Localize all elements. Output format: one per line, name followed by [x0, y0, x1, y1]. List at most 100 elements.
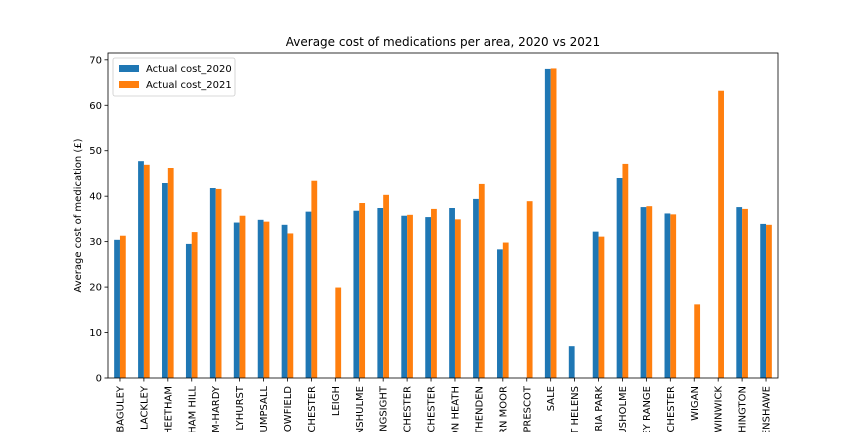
- bar-2021-1: [143, 164, 150, 378]
- x-tick-label-6: UMPSALL: [259, 386, 270, 432]
- x-tick-label-0: BAGULEY: [115, 385, 126, 432]
- bar-2021-23: [670, 214, 677, 378]
- bar-2021-21: [622, 163, 629, 378]
- legend-box: [112, 57, 236, 97]
- bar-2021-8: [311, 180, 318, 378]
- bar-2020-26: [736, 207, 743, 378]
- x-tick-label-24: WIGAN: [690, 386, 701, 421]
- y-tick-label-60: 60: [89, 101, 102, 112]
- x-tick-label-10: NSHULME: [355, 386, 366, 432]
- bar-2020-4: [209, 188, 216, 378]
- bar-2020-2: [162, 183, 168, 378]
- plot-frame: [107, 52, 779, 379]
- x-tick-label-12: CHESTER: [403, 386, 414, 432]
- bar-2021-11: [383, 194, 389, 378]
- bar-2020-0: [114, 239, 120, 378]
- x-tick-label-15: THENDEN: [474, 386, 485, 432]
- bar-2021-3: [191, 232, 198, 378]
- x-tick-label-4: M-HARDY: [211, 385, 222, 432]
- bar-2021-27: [766, 224, 772, 378]
- bar-2020-11: [377, 208, 384, 378]
- y-tick-label-10: 10: [89, 328, 102, 339]
- x-tick-label-5: LYHURST: [235, 385, 246, 430]
- bar-2020-15: [473, 198, 479, 378]
- x-tick-label-2: HEETHAM: [163, 386, 174, 432]
- x-tick-label-17: PRESCOT: [522, 385, 533, 432]
- x-tick-label-21: USHOLME: [618, 386, 629, 432]
- x-tick-label-16: RN MOOR: [498, 386, 509, 432]
- x-tick-label-13: CHESTER: [427, 386, 438, 432]
- legend-swatch-0: [119, 65, 139, 72]
- bar-2021-4: [215, 188, 222, 378]
- legend-label-1: Actual cost_2021: [146, 80, 232, 91]
- bar-2020-5: [233, 222, 240, 378]
- y-axis: 0 10 20 30 40 50 60 70: [89, 55, 108, 385]
- bar-2021-16: [502, 242, 509, 378]
- bar-2021-17: [526, 201, 533, 378]
- bar-2021-5: [239, 215, 246, 378]
- bar-2021-12: [407, 214, 413, 378]
- bar-2020-16: [497, 249, 503, 378]
- bar-2021-25: [718, 90, 724, 378]
- x-tick-label-14: ON HEATH: [450, 386, 461, 432]
- x-axis: BAGULEY LACKLEY HEETHAM HAM HILL M-HARDY LYHU…: [115, 378, 773, 432]
- bar-2020-8: [305, 211, 312, 378]
- y-tick-label-30: 30: [89, 237, 102, 248]
- x-tick-label-23: CHESTER: [666, 386, 677, 432]
- bar-2020-20: [592, 231, 599, 378]
- y-tick-label-40: 40: [89, 192, 102, 203]
- bar-2021-14: [454, 219, 461, 378]
- x-tick-label-26: HINGTON: [738, 386, 749, 432]
- x-tick-label-18: SALE: [546, 386, 557, 411]
- bar-2020-14: [449, 208, 455, 378]
- bar-2020-12: [401, 215, 408, 378]
- legend-swatch-1: [119, 81, 139, 88]
- bar-2020-19: [568, 346, 575, 378]
- bar-2020-23: [664, 213, 671, 378]
- x-tick-label-25: WINWICK: [714, 386, 725, 432]
- x-tick-label-20: RIA PARK: [594, 386, 605, 432]
- bar-2020-21: [616, 178, 623, 378]
- x-tick-label-1: LACKLEY: [139, 385, 150, 430]
- y-tick-label-70: 70: [89, 55, 102, 66]
- bar-2021-7: [287, 233, 294, 378]
- bar-2021-24: [694, 304, 701, 378]
- bar-2020-13: [425, 217, 432, 378]
- bar-2021-10: [359, 203, 366, 378]
- x-tick-label-19: T HELENS: [570, 386, 581, 432]
- bar-2021-26: [742, 208, 748, 378]
- x-tick-label-7: OWFIELD: [283, 386, 294, 432]
- bar-2021-20: [598, 236, 605, 378]
- bar-2021-18: [550, 68, 557, 378]
- chart-title: Average cost of medications per area, 20…: [286, 35, 600, 49]
- legend: Actual cost_2020 Actual cost_2021: [112, 57, 236, 97]
- y-tick-label-50: 50: [89, 146, 102, 157]
- y-tick-label-20: 20: [89, 283, 102, 294]
- bar-2021-15: [478, 183, 485, 378]
- bar-2020-10: [353, 210, 360, 378]
- bar-2020-3: [185, 243, 192, 378]
- bar-2020-7: [281, 224, 288, 378]
- x-tick-label-11: NGSIGHT: [379, 385, 390, 432]
- bar-2021-13: [431, 208, 437, 378]
- bars-group: [114, 68, 772, 378]
- x-tick-label-8: CHESTER: [307, 386, 318, 432]
- bar-2020-22: [640, 207, 647, 378]
- bar-2021-22: [646, 206, 653, 378]
- bar-2021-9: [335, 287, 342, 378]
- x-tick-label-22: EY RANGE: [642, 386, 653, 432]
- bar-2020-27: [760, 223, 767, 378]
- bar-2020-18: [544, 68, 551, 378]
- bar-2021-2: [167, 168, 174, 378]
- y-tick-label-0: 0: [96, 374, 102, 385]
- x-tick-label-27: ENSHAWE: [762, 386, 773, 432]
- bar-2021-0: [119, 235, 126, 378]
- bar-2020-1: [138, 161, 144, 378]
- y-axis-label: Average cost of medication (£): [73, 138, 84, 292]
- x-tick-label-9: LEIGH: [331, 386, 342, 416]
- bar-2021-6: [263, 221, 270, 378]
- bar-2020-6: [257, 219, 264, 378]
- x-tick-label-3: HAM HILL: [187, 386, 198, 432]
- legend-label-0: Actual cost_2020: [146, 64, 232, 75]
